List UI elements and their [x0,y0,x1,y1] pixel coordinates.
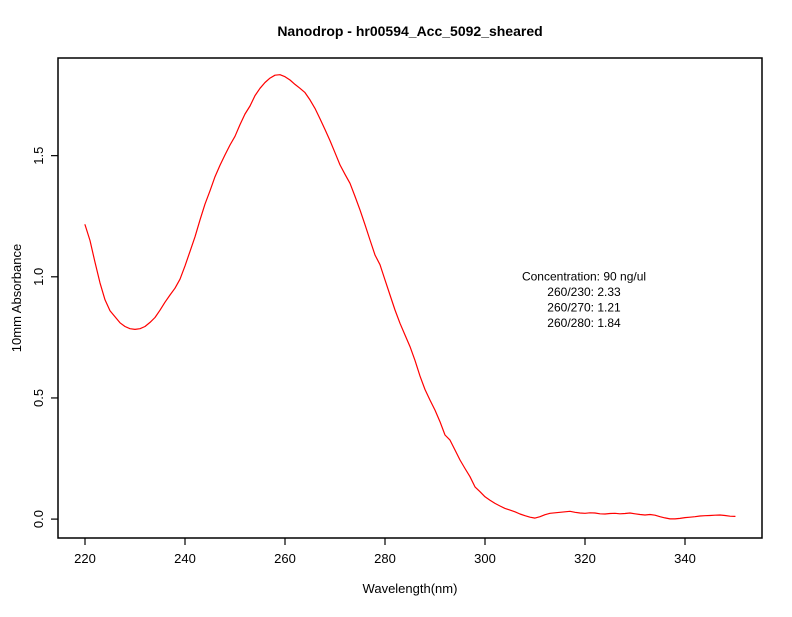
x-tick-label: 220 [74,551,96,566]
x-tick-label: 280 [374,551,396,566]
x-tick-label: 300 [474,551,496,566]
y-tick-label: 1.5 [31,147,46,165]
annotation-line: 260/280: 1.84 [547,316,621,330]
absorbance-spectrum-line [84,74,736,520]
x-tick-label: 240 [174,551,196,566]
y-tick-label: 0.5 [31,389,46,407]
x-axis-ticks: 220 240 260 280 300 320 340 [74,538,696,566]
y-axis-title: 10mm Absorbance [9,244,24,352]
y-tick-label: 1.0 [31,268,46,286]
annotation-line: Concentration: 90 ng/ul [522,270,646,284]
x-tick-label: 260 [274,551,296,566]
annotation-line: 260/270: 1.21 [547,301,621,315]
annotation-line: 260/230: 2.33 [547,285,621,299]
x-tick-label: 340 [674,551,696,566]
y-tick-label: 0.0 [31,510,46,528]
y-axis-ticks: 0.0 0.5 1.0 1.5 [31,147,58,528]
x-axis-title: Wavelength(nm) [363,581,458,596]
chart-title: Nanodrop - hr00594_Acc_5092_sheared [277,23,542,39]
x-tick-label: 320 [574,551,596,566]
plot-area-border [57,57,763,539]
